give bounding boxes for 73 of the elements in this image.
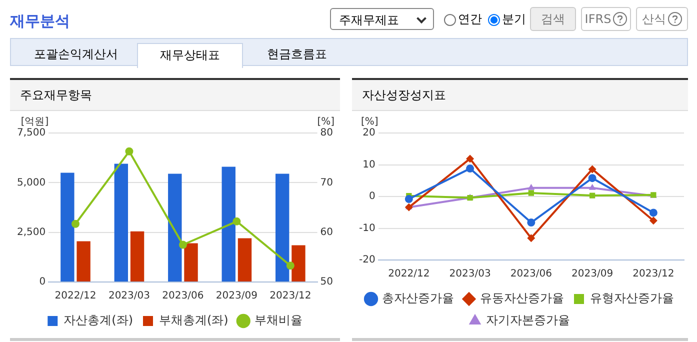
- legend-label: 자산총계(좌): [64, 313, 134, 328]
- bar: [114, 164, 128, 282]
- x-tick-label: 2023/06: [162, 290, 204, 302]
- text: 산식: [642, 11, 666, 28]
- point: [71, 220, 80, 228]
- y-tick-label: 0: [39, 276, 46, 288]
- point: [466, 154, 474, 163]
- text: 분기: [502, 11, 526, 28]
- text: 연간: [458, 11, 482, 28]
- y-axis-title: [억원]: [20, 116, 49, 128]
- bar: [60, 172, 74, 282]
- bar: [222, 166, 236, 282]
- point: [588, 184, 596, 190]
- point: [588, 165, 596, 174]
- legend-label: 자기자본증가율: [486, 313, 570, 328]
- bar: [130, 231, 144, 282]
- y2-tick-label: 80: [320, 128, 334, 139]
- x-tick-label: 2022/12: [54, 290, 96, 302]
- legend-label: 유형자산증가율: [590, 291, 674, 306]
- point: [404, 195, 413, 204]
- legend-label: 총자산증가율: [382, 291, 454, 306]
- y2-tick-label: 50: [320, 276, 334, 288]
- y-tick-label: 20: [362, 128, 376, 139]
- y-tick-label: 0: [368, 191, 376, 202]
- y-tick-label: 7,500: [16, 128, 46, 139]
- point: [232, 217, 241, 226]
- y-tick-label: 5,000: [16, 177, 46, 188]
- bar: [292, 245, 306, 282]
- point: [649, 208, 658, 217]
- legend-label: 부채비율: [254, 313, 302, 328]
- legend-label: 유동자산증가율: [480, 291, 564, 306]
- y-tick-label: -10: [358, 222, 376, 234]
- bar: [238, 238, 252, 282]
- point: [527, 218, 536, 227]
- point: [286, 262, 294, 270]
- x-tick-label: 2023/09: [216, 290, 258, 302]
- y2-axis-title: [%]: [317, 116, 335, 128]
- point: [527, 234, 536, 242]
- x-tick-label: 2022/12: [388, 268, 430, 280]
- text: 주재무제표: [330, 8, 434, 30]
- y-tick-label: 2,500: [16, 226, 46, 238]
- point: [125, 147, 134, 156]
- y2-tick-label: 60: [320, 226, 334, 238]
- point: [588, 174, 596, 182]
- x-tick-label: 2023/06: [510, 268, 552, 280]
- bar: [168, 174, 182, 282]
- bar: [76, 241, 90, 282]
- x-tick-label: 2023/03: [108, 290, 150, 302]
- text: IFRS: [584, 11, 612, 28]
- point: [466, 164, 474, 173]
- text: 검색: [541, 11, 565, 28]
- point: [528, 184, 535, 190]
- bar: [184, 243, 198, 282]
- y-tick-label: -20: [358, 254, 376, 266]
- point: [589, 192, 596, 198]
- x-tick-label: 2023/12: [270, 290, 312, 302]
- legend-label: 부채총계(좌): [159, 313, 228, 328]
- x-tick-label: 2023/12: [632, 268, 674, 280]
- x-tick-label: 2023/09: [572, 268, 614, 280]
- point: [649, 216, 658, 225]
- chart-title: 주요재무항목: [10, 80, 340, 111]
- y-axis-title: [%]: [361, 116, 378, 128]
- point: [528, 190, 534, 196]
- bar: [276, 174, 290, 282]
- x-tick-label: 2023/03: [449, 268, 491, 280]
- y-tick-label: 10: [362, 159, 376, 170]
- text: 재무상태표: [137, 43, 243, 68]
- point: [178, 240, 187, 249]
- text: 재무분석: [10, 12, 70, 31]
- text: 현금흐름표: [266, 46, 328, 63]
- chart-title: 자산성장성지표: [352, 80, 688, 111]
- text: 포괄손익계산서: [33, 46, 119, 63]
- y2-tick-label: 70: [320, 177, 334, 188]
